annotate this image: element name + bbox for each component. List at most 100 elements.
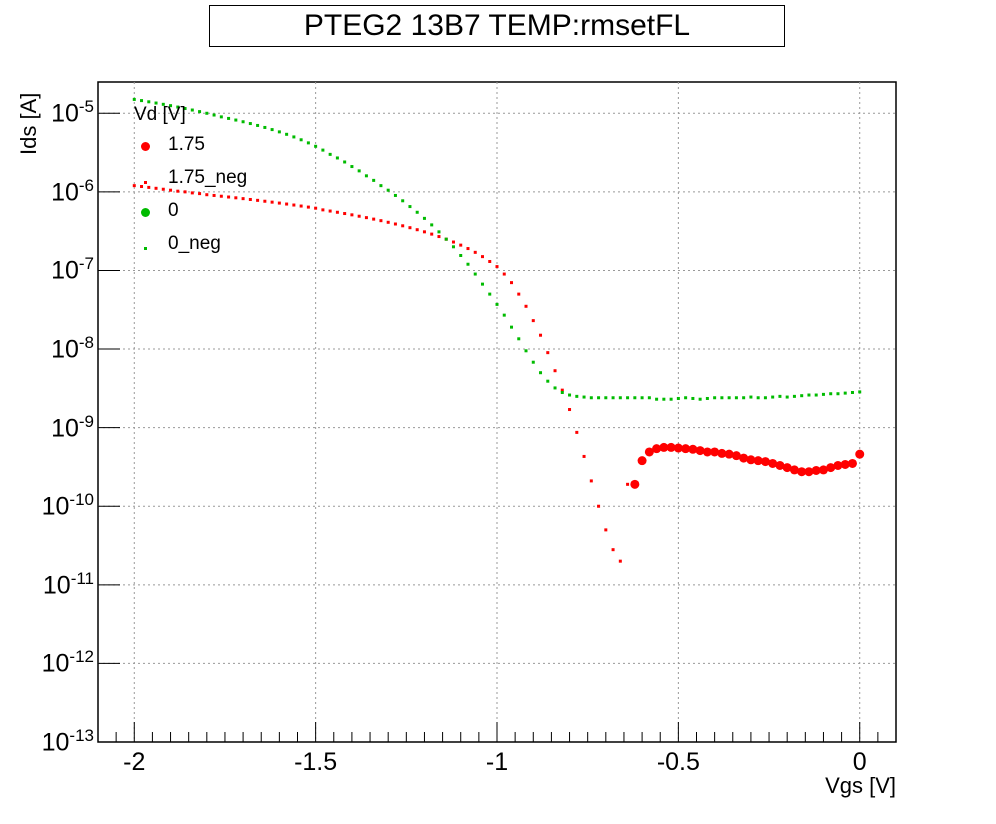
data-point-0_neg [763, 396, 767, 400]
data-point-0_neg [575, 394, 579, 398]
data-point-0_neg [451, 245, 455, 249]
data-point-0_neg [198, 110, 202, 114]
data-point-1.75 [818, 465, 828, 475]
data-point-1.75 [746, 455, 756, 465]
data-point-0_neg [807, 393, 811, 397]
data-point-0_neg [553, 386, 557, 390]
data-point-0_neg [836, 392, 840, 396]
data-point-1.75_neg [314, 206, 318, 210]
data-point-0_neg [713, 396, 717, 400]
data-point-0_neg [843, 391, 847, 395]
data-point-0_neg [263, 125, 267, 129]
data-point-0_neg [640, 396, 644, 400]
data-point-1.75 [652, 444, 662, 454]
data-point-0_neg [785, 395, 789, 399]
data-point-0_neg [292, 135, 296, 139]
data-point-1.75_neg [241, 197, 245, 201]
data-point-1.75_neg [227, 195, 231, 199]
data-point-0_neg [277, 130, 281, 134]
data-point-0_neg [829, 392, 833, 396]
data-point-0_neg [531, 360, 535, 364]
data-point-0_neg [314, 144, 318, 148]
data-point-1.75_neg [132, 184, 136, 188]
data-point-0_neg [169, 104, 173, 108]
data-point-0_neg [256, 123, 260, 127]
data-point-0_neg [582, 395, 586, 399]
data-marks [132, 97, 865, 563]
data-point-0_neg [321, 148, 325, 152]
data-point-0_neg [227, 116, 231, 120]
data-point-0_neg [821, 392, 825, 396]
data-point-0_neg [430, 223, 434, 227]
data-point-0_neg [778, 394, 782, 398]
data-point-0_neg [502, 313, 506, 317]
data-point-0_neg [698, 397, 702, 401]
data-point-0_neg [691, 396, 695, 400]
data-point-0_neg [350, 165, 354, 169]
data-point-1.75_neg [234, 196, 238, 200]
data-point-1.75_neg [169, 188, 173, 192]
legend-marker [141, 142, 150, 151]
data-point-1.75_neg [531, 319, 535, 323]
data-point-1.75 [688, 444, 698, 454]
data-point-1.75_neg [473, 250, 477, 254]
data-point-1.75_neg [256, 198, 260, 202]
data-point-1.75 [782, 463, 792, 473]
data-point-1.75_neg [430, 232, 434, 236]
data-point-0_neg [161, 102, 165, 106]
data-point-1.75_neg [597, 504, 601, 508]
data-point-1.75_neg [633, 482, 637, 486]
y-tick-exponent: -11 [70, 568, 94, 588]
data-point-1.75_neg [154, 186, 158, 190]
data-point-0_neg [466, 262, 470, 266]
data-point-0_neg [140, 99, 144, 103]
legend-item: 1.75 [132, 134, 282, 158]
data-point-0_neg [539, 371, 543, 375]
y-tick-base: 10 [41, 492, 70, 521]
data-point-1.75 [724, 449, 734, 459]
data-point-1.75_neg [560, 388, 564, 392]
data-point-0_neg [626, 396, 630, 400]
legend-marker [144, 181, 147, 184]
data-point-1.75 [731, 451, 741, 461]
data-point-1.75_neg [495, 265, 499, 269]
data-point-0_neg [792, 394, 796, 398]
data-point-1.75 [659, 442, 669, 452]
data-point-1.75 [826, 463, 836, 473]
data-point-0_neg [488, 292, 492, 296]
x-tick-label: -1.5 [294, 748, 338, 776]
y-tick-base: 10 [41, 728, 70, 757]
data-point-1.75_neg [270, 200, 274, 204]
data-point-1.75_neg [618, 559, 622, 563]
data-point-0_neg [814, 393, 818, 397]
data-point-1.75_neg [299, 204, 303, 208]
data-point-1.75 [695, 446, 705, 456]
data-point-0_neg [618, 396, 622, 400]
data-point-1.75_neg [415, 228, 419, 232]
y-tick-base: 10 [51, 413, 79, 442]
data-point-1.75_neg [335, 210, 339, 214]
data-point-0_neg [756, 396, 760, 400]
legend-marker [141, 208, 150, 217]
data-point-1.75_neg [626, 482, 630, 486]
legend: Vd [V] 1.75 1.75_neg 0 0_neg [132, 100, 282, 270]
y-tick-exponent: -7 [78, 254, 94, 274]
data-point-0_neg [742, 396, 746, 400]
y-tick-exponent: -9 [78, 411, 94, 431]
data-point-0_neg [299, 138, 303, 142]
data-point-0_neg [393, 193, 397, 197]
data-point-1.75_neg [480, 255, 484, 259]
y-tick-label: 10-10 [0, 490, 94, 521]
data-point-0_neg [633, 396, 637, 400]
data-point-0_neg [734, 396, 738, 400]
data-point-0_neg [190, 108, 194, 112]
data-point-1.75_neg [524, 304, 528, 308]
data-point-0_neg [285, 132, 289, 136]
data-point-1.75 [760, 457, 770, 467]
data-point-0_neg [183, 107, 187, 111]
data-point-1.75 [644, 447, 654, 457]
y-tick-base: 10 [51, 178, 79, 207]
data-point-0_neg [335, 156, 339, 160]
data-point-1.75_neg [176, 189, 180, 193]
data-point-1.75_neg [553, 369, 557, 373]
